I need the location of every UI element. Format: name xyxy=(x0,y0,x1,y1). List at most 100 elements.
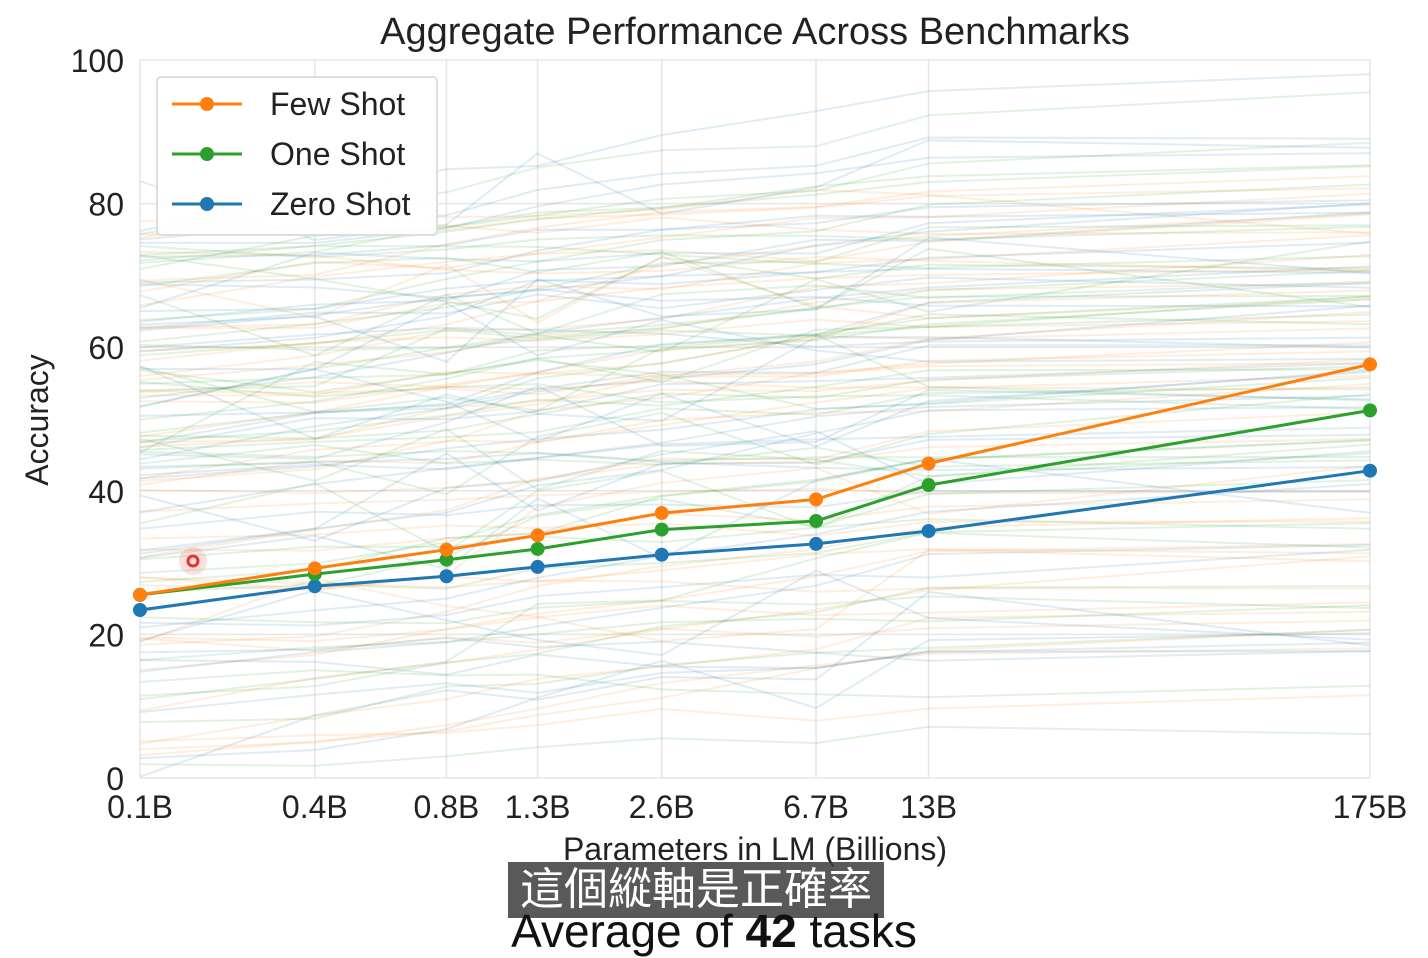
y-tick-label: 0 xyxy=(106,761,124,797)
task-line xyxy=(139,295,1371,385)
task-line xyxy=(139,610,1371,745)
y-tick-label: 100 xyxy=(71,43,124,79)
task-line xyxy=(139,365,1371,440)
data-point xyxy=(530,541,545,556)
x-tick-label: 2.6B xyxy=(629,789,695,825)
task-line xyxy=(139,333,1371,413)
task-line xyxy=(139,438,1371,494)
task-line xyxy=(139,619,1371,652)
task-line xyxy=(139,282,1371,444)
task-line xyxy=(139,438,1371,574)
series-lines xyxy=(133,357,1377,617)
task-line xyxy=(139,381,1371,410)
data-point xyxy=(530,528,545,543)
task-line xyxy=(139,268,1371,329)
task-line xyxy=(139,304,1371,461)
legend: Few Shot One Shot Zero Shot xyxy=(156,76,438,236)
data-point xyxy=(1363,403,1377,418)
task-line xyxy=(139,430,1371,542)
task-line xyxy=(139,531,1371,701)
legend-swatch-marker xyxy=(200,147,214,161)
x-tick-label: 175B xyxy=(1333,789,1408,825)
data-point xyxy=(654,522,669,537)
chart-title: Aggregate Performance Across Benchmarks xyxy=(380,11,1130,53)
task-line xyxy=(139,443,1371,554)
task-line xyxy=(139,433,1371,555)
x-tick-label: 6.7B xyxy=(783,789,849,825)
task-line xyxy=(139,250,1371,275)
caption-suffix: tasks xyxy=(796,905,917,957)
task-line xyxy=(139,234,1371,328)
task-line xyxy=(139,183,1371,322)
task-line xyxy=(139,175,1371,282)
cursor-marker xyxy=(179,547,207,575)
data-point xyxy=(133,602,147,617)
series-line xyxy=(139,469,1371,612)
cursor-halo xyxy=(179,547,207,575)
task-line xyxy=(139,241,1371,332)
data-point xyxy=(921,478,936,493)
x-tick-label: 1.3B xyxy=(505,789,571,825)
task-line xyxy=(139,302,1371,371)
task-line xyxy=(139,139,1371,242)
legend-label: Few Shot xyxy=(270,86,405,122)
y-tick-label: 20 xyxy=(88,617,124,653)
task-line xyxy=(139,543,1371,673)
task-line xyxy=(139,487,1371,513)
task-line xyxy=(139,164,1371,262)
task-line xyxy=(139,213,1371,307)
task-line xyxy=(139,362,1371,449)
task-line xyxy=(139,601,1371,643)
task-line xyxy=(139,295,1371,357)
task-line xyxy=(139,385,1371,460)
series-line xyxy=(139,408,1371,597)
task-line xyxy=(139,336,1371,440)
task-line xyxy=(139,393,1371,496)
data-point xyxy=(133,587,147,602)
task-line xyxy=(139,569,1371,657)
task-line xyxy=(139,406,1371,552)
y-axis-label: Accuracy xyxy=(19,354,55,486)
task-line xyxy=(139,374,1371,482)
task-line xyxy=(139,282,1371,382)
task-line xyxy=(139,192,1371,293)
x-tick-label: 0.1B xyxy=(107,789,173,825)
task-line xyxy=(139,313,1371,454)
task-line xyxy=(139,386,1371,451)
task-line xyxy=(139,411,1371,559)
task-line xyxy=(139,326,1371,349)
task-line xyxy=(139,669,1371,699)
task-line xyxy=(139,211,1371,323)
data-point xyxy=(439,569,454,584)
data-point xyxy=(809,513,824,528)
data-point xyxy=(921,524,936,539)
task-line xyxy=(139,427,1371,491)
task-line xyxy=(139,254,1371,320)
task-line xyxy=(139,276,1371,330)
data-point xyxy=(307,579,322,594)
data-point xyxy=(654,547,669,562)
task-line xyxy=(139,650,1371,676)
task-line xyxy=(139,350,1371,404)
task-line xyxy=(139,295,1371,434)
task-line xyxy=(139,341,1371,480)
legend-swatch-marker xyxy=(200,97,214,111)
task-line xyxy=(139,725,1371,767)
legend-swatch-marker xyxy=(200,197,214,211)
caption-prefix: Average of xyxy=(511,905,746,957)
task-line xyxy=(139,224,1371,343)
task-line xyxy=(139,394,1371,514)
task-line xyxy=(139,369,1371,480)
task-line xyxy=(139,632,1371,760)
subtitle-overlay: 這個縱軸是正確率 xyxy=(508,862,884,918)
task-line xyxy=(139,165,1371,264)
task-line xyxy=(139,240,1371,392)
task-line xyxy=(139,344,1370,417)
task-line xyxy=(139,543,1371,671)
task-line xyxy=(139,269,1371,408)
task-line xyxy=(139,311,1371,448)
data-point xyxy=(439,552,454,567)
task-line xyxy=(139,464,1371,591)
task-line xyxy=(139,152,1371,245)
